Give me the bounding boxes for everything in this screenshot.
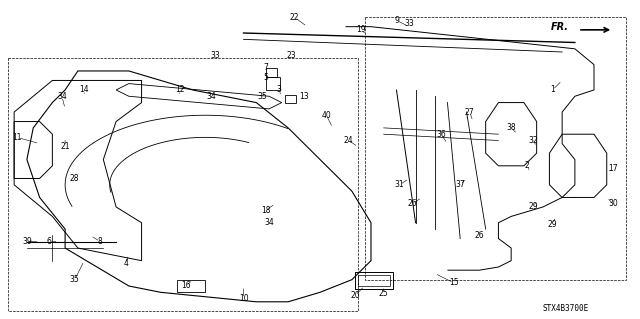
Text: 33: 33	[404, 19, 414, 28]
Text: 30: 30	[608, 199, 618, 208]
Text: 7: 7	[264, 63, 268, 72]
Text: 28: 28	[70, 174, 79, 183]
Text: 34: 34	[207, 92, 216, 101]
Text: 31: 31	[395, 180, 404, 189]
Bar	[266, 68, 277, 77]
Text: 26: 26	[474, 231, 484, 240]
Text: 26: 26	[408, 199, 417, 208]
Text: 17: 17	[608, 165, 618, 174]
Text: 9: 9	[394, 16, 399, 25]
Text: 27: 27	[465, 108, 474, 116]
Text: 12: 12	[175, 85, 184, 94]
Text: 18: 18	[261, 206, 271, 215]
Text: 34: 34	[264, 218, 274, 227]
Text: 19: 19	[356, 25, 366, 34]
Text: 5: 5	[264, 73, 268, 82]
Text: 4: 4	[124, 259, 128, 268]
Text: 32: 32	[529, 136, 538, 145]
Text: 40: 40	[321, 111, 332, 120]
Text: 22: 22	[290, 13, 300, 22]
Text: 24: 24	[344, 136, 353, 145]
Text: STX4B3700E: STX4B3700E	[542, 304, 588, 313]
Bar	[266, 77, 280, 90]
Text: 10: 10	[239, 294, 248, 303]
Text: 15: 15	[449, 278, 459, 287]
Text: 36: 36	[436, 130, 446, 139]
Text: 16: 16	[181, 281, 191, 291]
Text: 2: 2	[525, 161, 529, 170]
Text: 13: 13	[300, 92, 309, 101]
Text: 23: 23	[287, 51, 296, 60]
Text: 38: 38	[506, 123, 516, 132]
Bar	[358, 275, 390, 286]
Text: 29: 29	[529, 203, 538, 211]
Text: 14: 14	[79, 85, 89, 94]
Text: 35: 35	[258, 92, 268, 101]
Text: FR.: FR.	[550, 22, 568, 32]
Text: 21: 21	[60, 142, 70, 151]
Text: 37: 37	[455, 180, 465, 189]
Bar	[355, 272, 394, 289]
Text: 8: 8	[98, 237, 102, 246]
Bar	[285, 95, 296, 103]
Text: 25: 25	[379, 289, 388, 298]
Text: 1: 1	[550, 85, 555, 94]
Text: 6: 6	[47, 237, 52, 246]
Text: 11: 11	[13, 133, 22, 142]
Text: 34: 34	[57, 92, 67, 101]
Text: 20: 20	[350, 291, 360, 300]
Bar	[177, 280, 205, 292]
Text: 3: 3	[276, 85, 281, 94]
Text: 35: 35	[70, 275, 79, 284]
Text: 29: 29	[548, 220, 557, 229]
Text: 39: 39	[22, 237, 32, 246]
Text: 33: 33	[210, 51, 220, 60]
